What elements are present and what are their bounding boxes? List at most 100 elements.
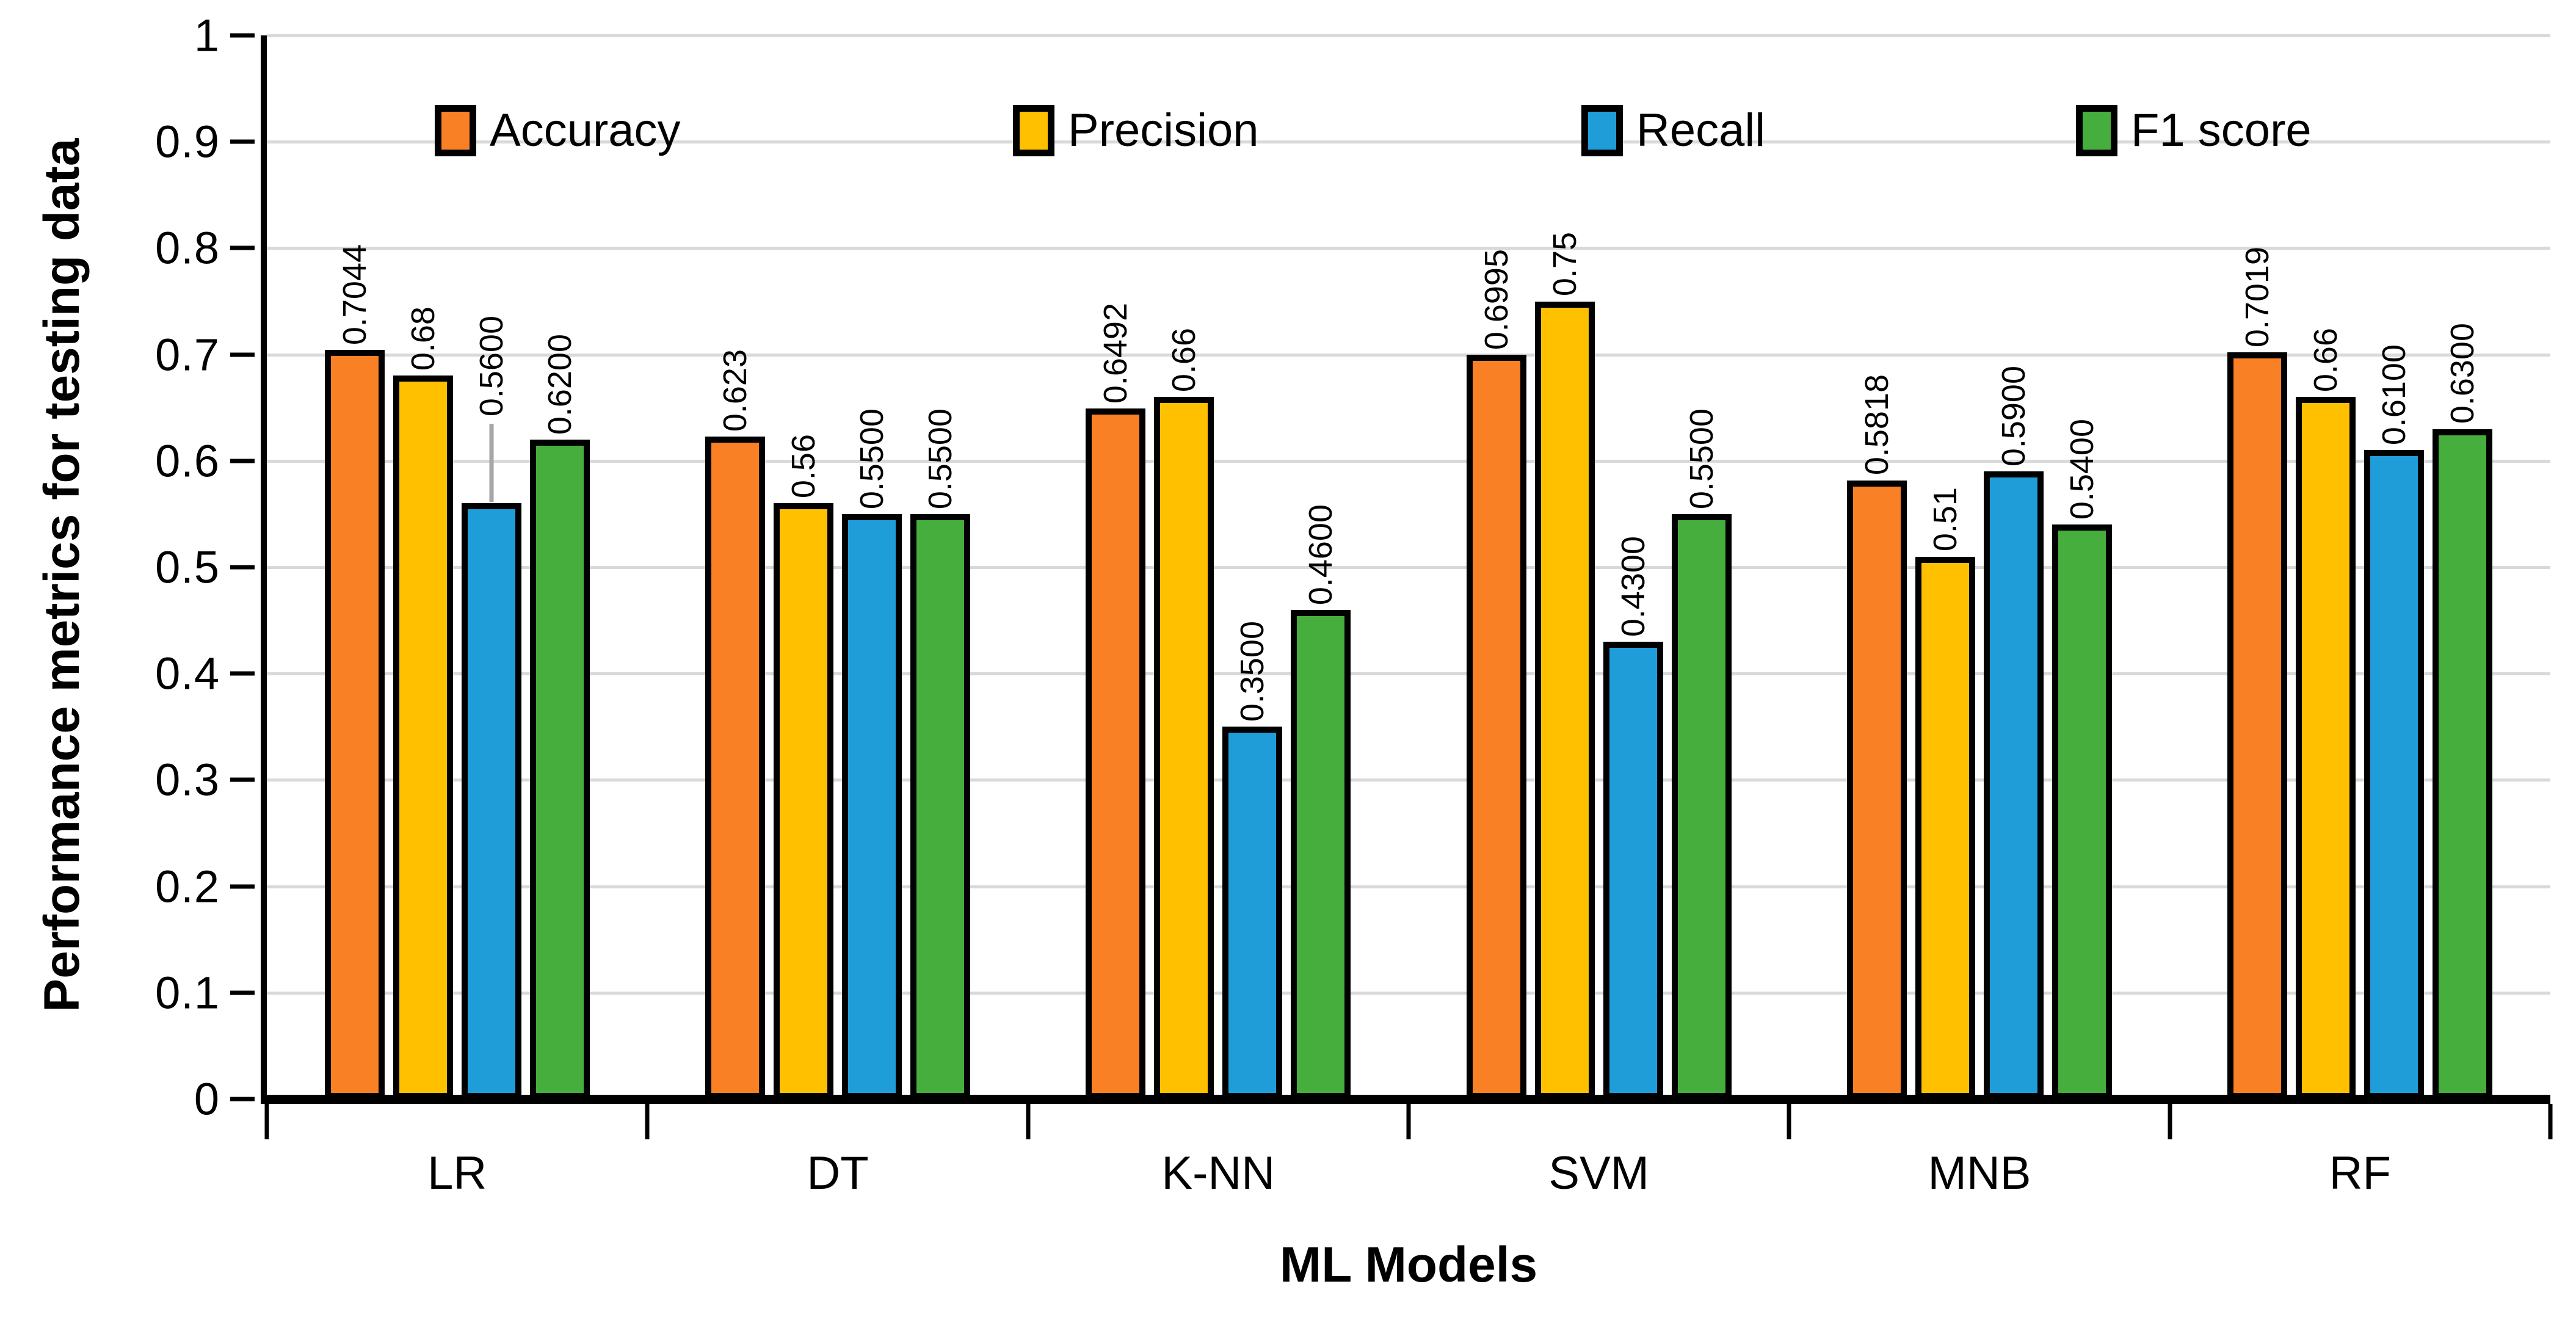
x-axis-tick: [1026, 1104, 1031, 1139]
bar-group-mnb: 0.5818 0.51 0.5900 0.5400: [1789, 35, 2169, 1099]
legend-swatch-icon: [1581, 104, 1623, 156]
bar-recall-dt: 0.5500: [841, 408, 902, 1099]
y-tick-label: 0.5: [155, 542, 220, 593]
bar-value-label: 0.56: [785, 434, 822, 499]
y-axis-tick: [230, 33, 255, 38]
bar-accuracy-svm: 0.6995: [1466, 249, 1526, 1099]
x-axis-tick: [1406, 1104, 1411, 1139]
y-axis-tick: [230, 671, 255, 676]
gridline: [267, 672, 2550, 676]
y-axis-tick: [230, 139, 255, 144]
bar-value-label: 0.5400: [2063, 419, 2100, 520]
legend-entry-precision: Precision: [1013, 104, 1259, 157]
y-axis-tick: [230, 1097, 255, 1101]
bar-accuracy-mnb: 0.5818: [1846, 374, 1907, 1099]
y-tick-label: 0.7: [155, 329, 220, 380]
bar-value-label: 0.66: [1166, 328, 1203, 393]
x-axis-tick: [2548, 1104, 2553, 1139]
bar-value-label: 0.6995: [1478, 249, 1515, 350]
x-axis-tick: [2168, 1104, 2172, 1139]
bar-value-label: 0.68: [404, 307, 441, 371]
bar-value-label: 0.75: [1546, 232, 1583, 297]
gridline: [267, 991, 2550, 995]
bar-value-label: 0.5818: [1858, 374, 1895, 476]
x-axis-tick: [645, 1104, 650, 1139]
y-tick-label: 0.8: [155, 222, 220, 274]
legend-entry-f1-score: F1 score: [2076, 104, 2312, 157]
x-tick-label-k-nn: K-NN: [1161, 1147, 1275, 1199]
bar-accuracy-dt: 0.623: [705, 349, 765, 1099]
bar-recall-mnb: 0.5900: [1983, 366, 2044, 1099]
y-tick-label: 1: [194, 10, 220, 61]
bar-precision-rf: 0.66: [2296, 328, 2356, 1099]
bar-value-label: 0.5900: [1995, 366, 2032, 467]
gridline: [267, 778, 2550, 782]
y-axis-line: [230, 33, 267, 1101]
gridline: [267, 34, 2550, 37]
y-tick-label: 0.2: [155, 861, 220, 912]
y-axis-tick: [230, 459, 255, 463]
bar-value-label: 0.7044: [336, 244, 373, 345]
bar-group-lr: 0.7044 0.68 0.5600 0.6200: [267, 35, 647, 1099]
bar-precision-k-nn: 0.66: [1154, 328, 1214, 1099]
bar-precision-dt: 0.56: [773, 434, 833, 1099]
legend-label: Accuracy: [490, 104, 681, 156]
bar-f1-score-dt: 0.5500: [910, 408, 970, 1099]
bar-value-label: 0.4300: [1614, 535, 1652, 637]
gridline: [267, 353, 2550, 357]
gridline: [267, 247, 2550, 250]
bar-value-label: 0.623: [716, 349, 753, 432]
bar-accuracy-rf: 0.7019: [2227, 247, 2288, 1099]
x-axis-title: ML Models: [1279, 1237, 1538, 1293]
y-axis-tick: [230, 565, 255, 570]
y-tick-label: 0.9: [155, 116, 220, 167]
bar-precision-svm: 0.75: [1534, 232, 1595, 1099]
bar-recall-k-nn: 0.3500: [1222, 621, 1283, 1099]
x-axis-tick: [1787, 1104, 1791, 1139]
gridline: [267, 566, 2550, 569]
bar-recall-svm: 0.4300: [1603, 536, 1663, 1099]
bar-recall-lr: 0.5600: [461, 316, 521, 1099]
x-tick-label-svm: SVM: [1548, 1147, 1649, 1199]
bar-groups-container: 0.7044 0.68 0.5600 0.6200 0.623 0.56 0.5500 0.5…: [267, 35, 2550, 1099]
y-tick-label: 0.3: [155, 754, 220, 805]
y-axis-tick: [230, 990, 255, 995]
bar-value-label: 0.7019: [2239, 247, 2276, 348]
bar-f1-score-k-nn: 0.4600: [1291, 504, 1351, 1099]
bar-group-rf: 0.7019 0.66 0.6100 0.6300: [2170, 35, 2550, 1099]
label-leader-line: [489, 424, 494, 503]
bar-group-dt: 0.623 0.56 0.5500 0.5500: [647, 35, 1028, 1099]
y-tick-label: 0.6: [155, 435, 220, 487]
bar-group-k-nn: 0.6492 0.66 0.3500 0.4600: [1028, 35, 1409, 1099]
bar-f1-score-rf: 0.6300: [2433, 323, 2493, 1099]
bar-value-label: 0.5500: [1683, 408, 1720, 509]
bar-precision-mnb: 0.51: [1915, 487, 1975, 1099]
bar-value-label: 0.5500: [921, 408, 959, 509]
y-tick-label: 0.4: [155, 648, 220, 699]
bar-value-label: 0.5600: [473, 316, 510, 417]
legend-swatch-icon: [2076, 104, 2117, 156]
y-axis-tick: [230, 245, 255, 250]
legend-label: F1 score: [2131, 104, 2312, 156]
bar-value-label: 0.51: [1926, 487, 1964, 552]
bar-f1-score-svm: 0.5500: [1671, 408, 1732, 1099]
y-axis-tick: [230, 777, 255, 782]
x-tick-labels: LR DT K-NN SVM MNB RF: [267, 1147, 2550, 1200]
plot-area: 0.7044 0.68 0.5600 0.6200 0.623 0.56 0.5500 0.5…: [267, 34, 2550, 1099]
x-axis-tick: [264, 1104, 269, 1139]
legend-label: Recall: [1636, 104, 1766, 156]
legend-swatch-icon: [1013, 104, 1054, 156]
y-tick-label: 0: [194, 1073, 220, 1125]
y-axis-tick: [230, 884, 255, 889]
x-axis-line: [261, 1095, 2550, 1104]
bar-accuracy-lr: 0.7044: [324, 244, 385, 1099]
bar-accuracy-k-nn: 0.6492: [1086, 303, 1146, 1099]
bar-value-label: 0.5500: [853, 408, 890, 509]
bar-group-svm: 0.6995 0.75 0.4300 0.5500: [1409, 35, 1789, 1099]
gridline: [267, 140, 2550, 144]
gridline: [267, 459, 2550, 463]
y-tick-label: 0.1: [155, 967, 220, 1018]
legend-swatch-icon: [435, 104, 476, 156]
bar-recall-rf: 0.6100: [2364, 344, 2425, 1099]
